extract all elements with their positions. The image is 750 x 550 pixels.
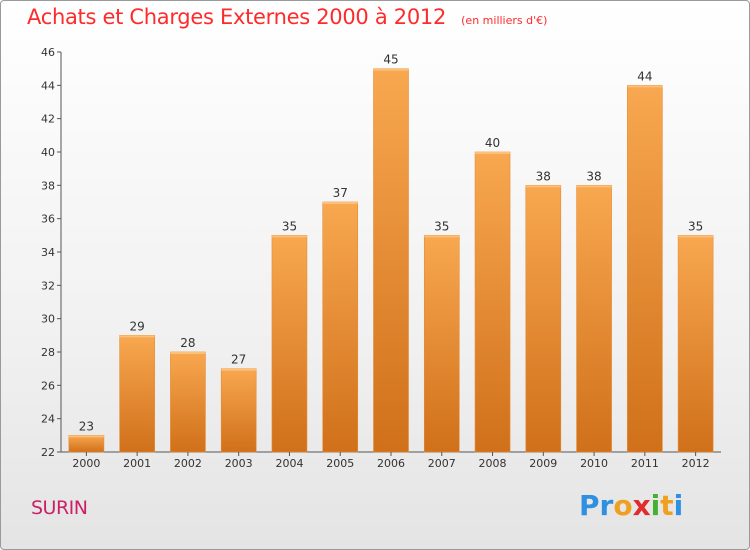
bar-top-highlight — [68, 435, 104, 438]
data-label: 35 — [282, 219, 297, 233]
bar — [423, 235, 460, 453]
bar-top-highlight — [576, 185, 612, 188]
bar-top-highlight — [678, 235, 714, 238]
data-label: 45 — [383, 53, 398, 67]
logo-letter: x — [632, 489, 651, 522]
bar-top-highlight — [373, 68, 409, 71]
y-tick-label: 30 — [41, 313, 55, 326]
y-tick-label: 34 — [41, 246, 55, 259]
data-label: 38 — [586, 169, 601, 183]
bar-top-highlight — [170, 352, 206, 354]
x-tick-label: 2004 — [275, 457, 303, 470]
y-tick-label: 38 — [41, 179, 55, 192]
x-tick-label: 2006 — [377, 457, 405, 470]
logo-letter: t — [660, 489, 674, 522]
proxiti-logo: Proxiti — [579, 489, 683, 522]
bar — [576, 185, 612, 453]
bar — [68, 435, 105, 453]
data-label: 28 — [180, 336, 195, 350]
x-tick-label: 2010 — [580, 457, 608, 470]
x-tick-label: 2011 — [631, 457, 659, 470]
logo-letter: P — [579, 489, 600, 522]
bar-top-highlight — [525, 185, 561, 188]
bar — [322, 201, 359, 453]
location-name: SURIN — [31, 497, 88, 519]
x-tick-label: 2012 — [682, 457, 710, 470]
x-tick-label: 2005 — [326, 457, 354, 470]
x-tick-label: 2002 — [174, 457, 202, 470]
data-label: 27 — [231, 353, 246, 367]
data-label: 40 — [485, 136, 500, 150]
data-label: 35 — [688, 219, 703, 233]
bar — [525, 185, 562, 453]
chart-title-row: Achats et Charges Externes 2000 à 2012 (… — [27, 5, 547, 29]
y-tick-label: 22 — [41, 446, 55, 459]
bar — [474, 151, 511, 453]
chart-title: Achats et Charges Externes 2000 à 2012 — [27, 5, 447, 29]
logo-letter: o — [613, 489, 633, 522]
bar-top-highlight — [475, 152, 511, 154]
bar-top-highlight — [271, 235, 307, 238]
x-tick-label: 2000 — [72, 457, 100, 470]
bar — [677, 235, 714, 453]
bar-top-highlight — [424, 235, 460, 238]
bar-top-highlight — [119, 335, 155, 338]
y-tick-label: 26 — [41, 379, 55, 392]
y-tick-label: 32 — [41, 279, 55, 292]
data-label: 29 — [130, 319, 145, 333]
bar — [373, 68, 409, 453]
data-label: 44 — [637, 69, 652, 83]
bar-top-highlight — [322, 202, 358, 204]
bar-top-highlight — [221, 368, 257, 371]
y-tick-label: 28 — [41, 346, 55, 359]
x-tick-label: 2007 — [428, 457, 456, 470]
y-tick-label: 44 — [41, 79, 55, 92]
x-tick-label: 2008 — [479, 457, 507, 470]
x-tick-label: 2009 — [529, 457, 557, 470]
logo-letter: r — [599, 489, 614, 522]
y-tick-label: 46 — [41, 46, 55, 59]
logo-letter: i — [650, 489, 661, 522]
data-label: 23 — [79, 419, 94, 433]
y-tick-label: 36 — [41, 213, 55, 226]
data-label: 35 — [434, 219, 449, 233]
logo-letter: i — [673, 489, 684, 522]
x-tick-label: 2003 — [225, 457, 253, 470]
bar — [220, 368, 257, 453]
bar — [119, 335, 155, 453]
y-tick-label: 24 — [41, 413, 55, 426]
data-label: 37 — [333, 186, 348, 200]
data-label: 38 — [536, 169, 551, 183]
y-tick-label: 40 — [41, 146, 55, 159]
bar-top-highlight — [627, 85, 663, 88]
chart-subtitle: (en milliers d'€) — [461, 14, 548, 27]
y-tick-label: 42 — [41, 113, 55, 126]
bar — [271, 235, 308, 453]
bar — [170, 351, 206, 453]
bar — [627, 85, 663, 453]
x-tick-label: 2001 — [123, 457, 151, 470]
